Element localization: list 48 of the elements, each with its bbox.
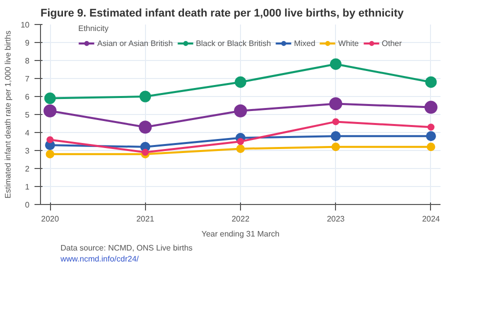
x-tick-label: 2024 [422, 214, 440, 224]
point [425, 76, 437, 88]
point [234, 76, 246, 88]
point [138, 120, 152, 134]
y-tick-label: 6 [25, 92, 30, 102]
y-tick-label: 2 [25, 164, 30, 174]
legend-label: Black or Black British [196, 38, 271, 48]
x-tick-label: 2021 [136, 214, 155, 224]
y-tick-label: 10 [20, 20, 30, 30]
point [234, 104, 247, 118]
point [44, 104, 57, 118]
point [426, 131, 436, 142]
point [426, 142, 436, 152]
y-tick-label: 0 [25, 200, 30, 210]
legend-title: Ethnicity [78, 24, 110, 33]
point [331, 142, 340, 152]
chart-title: Figure 9. Estimated infant death rate per 1,000 live births, by ethnicity [40, 8, 404, 20]
x-tick-label: 2023 [326, 214, 346, 224]
legend-label: Mixed [294, 38, 316, 48]
point [44, 92, 56, 104]
point [140, 90, 152, 102]
y-tick-label: 5 [25, 110, 30, 120]
point [427, 124, 434, 131]
legend-label: Asian or Asian British [97, 38, 173, 48]
y-tick-label: 4 [25, 128, 30, 138]
y-tick-label: 7 [25, 74, 30, 84]
y-tick-label: 9 [25, 38, 30, 48]
legend-label: White [338, 38, 359, 48]
x-tick-label: 2020 [41, 214, 60, 224]
legend-label: Other [382, 38, 402, 48]
point [46, 150, 54, 158]
point [142, 148, 149, 156]
point [330, 131, 341, 142]
y-axis-title: Estimated infant death rate per 1,000 live births [4, 30, 13, 198]
point [424, 100, 438, 114]
point [329, 97, 342, 110]
y-tick-label: 3 [25, 146, 30, 156]
y-tick-label: 1 [25, 182, 30, 192]
point [236, 144, 245, 153]
y-tick-label: 8 [25, 56, 30, 66]
source-note: Data source: NCMD, ONS Live births [60, 244, 193, 252]
point [237, 138, 244, 145]
point [330, 58, 342, 70]
point [46, 136, 54, 144]
text: www.ncmd.info/cdr24/ [60, 254, 140, 264]
x-axis-title: Year ending 31 March [202, 230, 280, 238]
x-tick-label: 2022 [232, 214, 250, 224]
point [332, 118, 340, 126]
